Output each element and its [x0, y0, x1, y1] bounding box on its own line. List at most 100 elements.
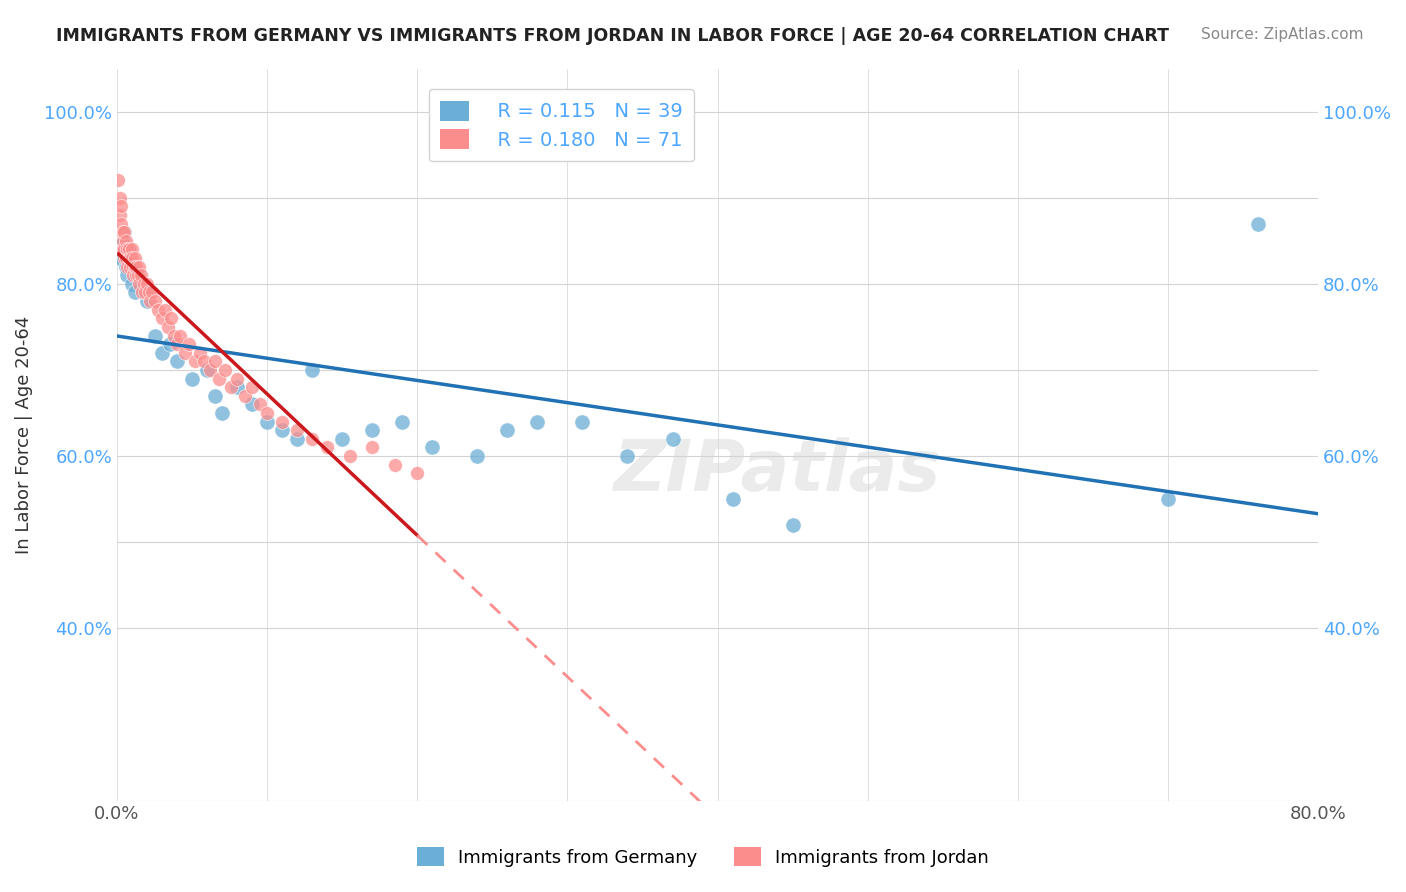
Y-axis label: In Labor Force | Age 20-64: In Labor Force | Age 20-64 — [15, 316, 32, 554]
Point — [526, 415, 548, 429]
Point — [134, 285, 156, 300]
Text: Source: ZipAtlas.com: Source: ZipAtlas.com — [1201, 27, 1364, 42]
Point — [110, 225, 132, 239]
Point — [107, 251, 129, 265]
Point — [208, 371, 231, 385]
Point — [111, 234, 134, 248]
Point — [150, 345, 173, 359]
Point — [131, 285, 153, 300]
Point — [1247, 217, 1270, 231]
Point — [420, 441, 443, 455]
Point — [117, 243, 139, 257]
Point — [384, 458, 406, 472]
Point — [108, 243, 131, 257]
Point — [129, 268, 152, 283]
Point — [111, 225, 134, 239]
Point — [120, 260, 142, 274]
Legend:   R = 0.115   N = 39,   R = 0.180   N = 71: R = 0.115 N = 39, R = 0.180 N = 71 — [429, 89, 695, 161]
Point — [124, 285, 146, 300]
Point — [198, 363, 221, 377]
Point — [163, 328, 186, 343]
Point — [143, 328, 166, 343]
Legend: Immigrants from Germany, Immigrants from Jordan: Immigrants from Germany, Immigrants from… — [409, 840, 997, 874]
Point — [465, 449, 488, 463]
Point — [108, 191, 131, 205]
Point — [114, 225, 136, 239]
Point — [166, 337, 188, 351]
Point — [118, 243, 141, 257]
Point — [271, 415, 294, 429]
Point — [146, 302, 169, 317]
Point — [110, 199, 132, 213]
Point — [118, 251, 141, 265]
Point — [125, 268, 148, 283]
Point — [406, 467, 429, 481]
Text: ZIPatlas: ZIPatlas — [614, 437, 941, 506]
Point — [117, 268, 139, 283]
Point — [108, 208, 131, 222]
Point — [127, 268, 149, 283]
Point — [361, 423, 384, 437]
Point — [125, 260, 148, 274]
Point — [721, 492, 744, 507]
Point — [136, 294, 159, 309]
Point — [114, 243, 136, 257]
Point — [193, 354, 215, 368]
Point — [181, 371, 204, 385]
Point — [136, 277, 159, 291]
Point — [159, 337, 181, 351]
Point — [301, 432, 323, 446]
Point — [153, 302, 176, 317]
Point — [339, 449, 361, 463]
Point — [256, 406, 278, 420]
Point — [114, 251, 136, 265]
Point — [107, 173, 129, 187]
Point — [121, 243, 143, 257]
Point — [150, 311, 173, 326]
Point — [139, 294, 162, 309]
Point — [233, 389, 256, 403]
Point — [301, 363, 323, 377]
Point — [166, 354, 188, 368]
Point — [110, 217, 132, 231]
Point — [118, 243, 141, 257]
Point — [316, 441, 339, 455]
Point — [124, 260, 146, 274]
Point — [115, 234, 138, 248]
Point — [184, 354, 207, 368]
Point — [285, 423, 308, 437]
Point — [132, 277, 155, 291]
Point — [110, 251, 132, 265]
Point — [141, 285, 163, 300]
Point — [219, 380, 242, 394]
Point — [122, 260, 145, 274]
Point — [240, 380, 263, 394]
Point — [177, 337, 200, 351]
Point — [249, 397, 271, 411]
Point — [115, 251, 138, 265]
Point — [128, 260, 150, 274]
Point — [616, 449, 638, 463]
Point — [122, 268, 145, 283]
Point — [240, 397, 263, 411]
Point — [330, 432, 353, 446]
Point — [1157, 492, 1180, 507]
Point — [204, 354, 226, 368]
Point — [143, 294, 166, 309]
Point — [285, 432, 308, 446]
Point — [256, 415, 278, 429]
Point — [211, 406, 233, 420]
Point — [111, 234, 134, 248]
Point — [115, 260, 138, 274]
Point — [391, 415, 413, 429]
Point — [121, 277, 143, 291]
Point — [226, 371, 249, 385]
Point — [782, 518, 804, 533]
Point — [173, 345, 195, 359]
Point — [571, 415, 593, 429]
Point — [169, 328, 191, 343]
Point — [117, 260, 139, 274]
Point — [204, 389, 226, 403]
Point — [157, 319, 180, 334]
Point — [271, 423, 294, 437]
